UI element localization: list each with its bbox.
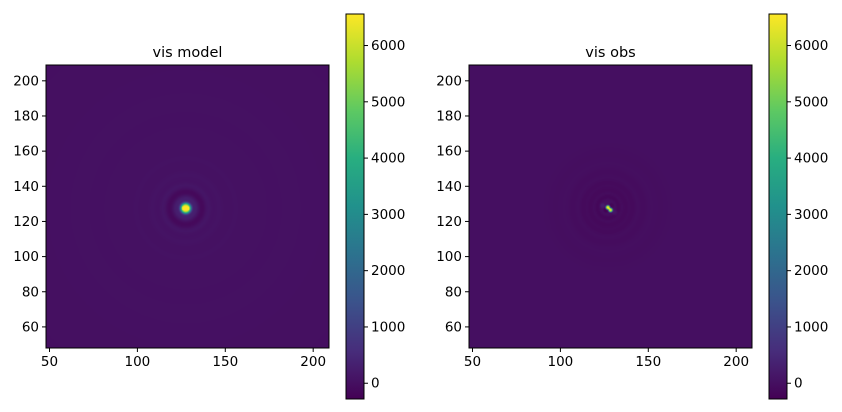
x-tick-label: 200 — [300, 354, 326, 370]
x-tick-label: 150 — [635, 354, 661, 370]
x-tick-label: 50 — [41, 354, 58, 370]
colorbar-tick-label: 5000 — [794, 94, 828, 110]
y-tick-label: 60 — [22, 319, 39, 335]
chart-panel-2: vis obs 50 100 150 200 60 80 100 120 140 160 180 200… — [436, 13, 828, 400]
y-tick-label: 80 — [445, 284, 462, 300]
heatmap-image — [46, 65, 329, 348]
x-tick-label: 100 — [125, 354, 151, 370]
colorbar-tick-label: 1000 — [371, 319, 405, 335]
axes-frame — [45, 64, 330, 349]
panels: vis model 50 100 150 200 60 80 100 120 140 160 180 2… — [13, 13, 828, 400]
y-tick-label: 100 — [436, 249, 462, 265]
colorbar-tick-label: 1000 — [794, 319, 828, 335]
y-tick-label: 200 — [436, 73, 462, 89]
chart-title: vis obs — [585, 45, 635, 61]
colorbar-gradient — [769, 14, 787, 399]
y-tick-label: 80 — [22, 284, 39, 300]
x-tick-label: 100 — [548, 354, 574, 370]
colorbar-tick-label: 3000 — [371, 207, 405, 223]
colorbar-frame — [768, 13, 788, 400]
colorbar-tick-label: 4000 — [371, 151, 405, 167]
colorbar-tick-label: 6000 — [371, 38, 405, 54]
axes-frame — [468, 64, 753, 349]
colorbar-tick-label: 6000 — [794, 38, 828, 54]
x-tick-label: 50 — [464, 354, 481, 370]
y-tick-label: 160 — [13, 144, 39, 160]
y-tick-label: 160 — [436, 144, 462, 160]
x-tick-label: 200 — [723, 354, 749, 370]
colorbar-tick-label: 2000 — [794, 263, 828, 279]
y-tick-label: 60 — [445, 319, 462, 335]
heatmap-image — [469, 65, 752, 348]
colorbar-tick-label: 4000 — [794, 151, 828, 167]
chart-panel-1: vis model 50 100 150 200 60 80 100 120 140 160 180 2… — [13, 13, 405, 400]
colorbar-tick-label: 0 — [371, 376, 380, 392]
colorbar-tick-label: 0 — [794, 376, 803, 392]
y-tick-label: 140 — [13, 179, 39, 195]
y-tick-label: 120 — [436, 214, 462, 230]
y-tick-label: 180 — [13, 108, 39, 124]
x-tick-label: 150 — [212, 354, 238, 370]
y-tick-label: 140 — [436, 179, 462, 195]
colorbar-tick-label: 2000 — [371, 263, 405, 279]
colorbar-tick-label: 5000 — [371, 94, 405, 110]
chart-title: vis model — [153, 45, 223, 61]
colorbar-gradient — [346, 14, 364, 399]
y-tick-label: 200 — [13, 73, 39, 89]
y-tick-label: 100 — [13, 249, 39, 265]
y-tick-label: 120 — [13, 214, 39, 230]
y-tick-label: 180 — [436, 108, 462, 124]
colorbar-tick-label: 3000 — [794, 207, 828, 223]
colorbar-frame — [345, 13, 365, 400]
